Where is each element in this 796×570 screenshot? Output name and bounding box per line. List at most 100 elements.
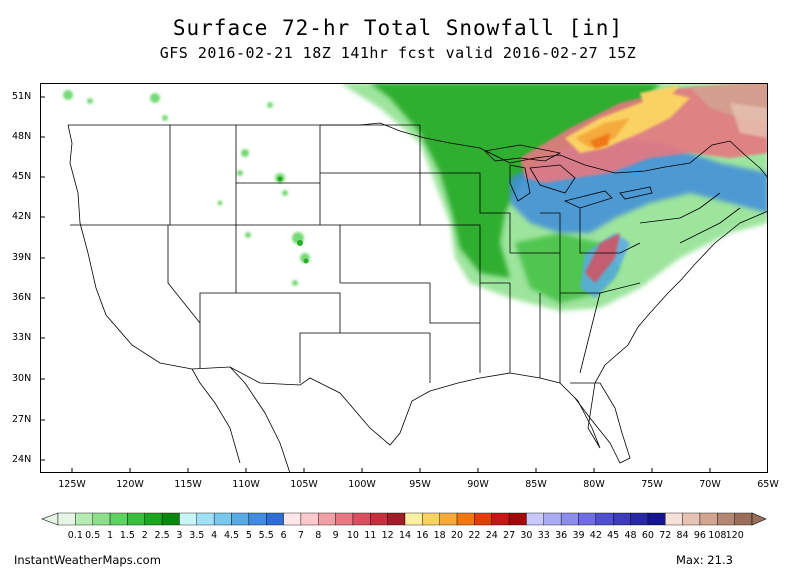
colorbar-swatch	[109, 512, 128, 526]
colorbar-swatch	[283, 512, 302, 526]
colorbar-swatch	[647, 512, 666, 526]
colorbar-swatch	[578, 512, 597, 526]
colorbar-arrow-left	[41, 512, 59, 526]
colorbar-tick-label: 12	[381, 530, 394, 541]
lon-label: 70W	[699, 479, 721, 490]
colorbar-swatch	[231, 512, 250, 526]
colorbar-swatch	[595, 512, 614, 526]
colorbar-swatch	[213, 512, 232, 526]
colorbar-swatch	[491, 512, 510, 526]
colorbar-tick-label: 5	[245, 530, 252, 541]
colorbar-swatch	[422, 512, 440, 526]
colorbar-tick-label: 24	[485, 530, 498, 541]
colorbar-swatch	[734, 512, 753, 526]
colorbar-tick-label: 9	[332, 530, 339, 541]
colorbar-swatch	[179, 512, 197, 526]
colorbar-tick-label: 60	[641, 530, 654, 541]
lat-label: 30N	[12, 373, 32, 384]
colorbar-tick-label: 108	[708, 530, 727, 541]
colorbar-swatch	[543, 512, 562, 526]
colorbar-swatch	[665, 512, 683, 526]
map-title: Surface 72-hr Total Snowfall [in]	[172, 16, 624, 40]
lat-label: 51N	[12, 91, 32, 102]
colorbar-tick-label: 3.5	[189, 530, 205, 541]
colorbar-swatch	[318, 512, 336, 526]
colorbar-swatch	[717, 512, 735, 526]
colorbar-swatch	[300, 512, 319, 526]
colorbar-tick-label: 22	[468, 530, 481, 541]
colorbar-tick-label: 4	[211, 530, 218, 541]
colorbar-tick-label: 0.5	[85, 530, 101, 541]
colorbar-swatch	[248, 512, 267, 526]
colorbar-swatch	[265, 512, 284, 526]
colorbar-arrow-right	[751, 512, 767, 526]
colorbar-swatch	[699, 512, 718, 526]
colorbar-swatch	[508, 512, 527, 526]
colorbar-swatch	[127, 512, 145, 526]
snowfall-map	[40, 83, 768, 473]
colorbar-tick-label: 1.5	[119, 530, 135, 541]
map-svg	[40, 83, 768, 473]
colorbar-swatch	[75, 512, 93, 526]
colorbar-tick-label: 120	[725, 530, 744, 541]
colorbar-swatch	[92, 512, 111, 526]
lat-label: 24N	[12, 454, 32, 465]
max-value-label: Max: 21.3	[676, 553, 733, 567]
lon-label: 75W	[641, 479, 663, 490]
colorbar-tick-label: 84	[676, 530, 689, 541]
source-credit: InstantWeatherMaps.com	[14, 553, 161, 567]
colorbar-tick-label: 2	[141, 530, 148, 541]
colorbar-tick-label: 8	[315, 530, 322, 541]
colorbar-tick-label: 14	[398, 530, 412, 541]
colorbar-swatch	[144, 512, 163, 526]
colorbar-swatch	[560, 512, 579, 526]
lon-label: 105W	[290, 479, 318, 490]
colorbar-tick-label: 42	[589, 530, 602, 541]
colorbar-swatch	[439, 512, 458, 526]
colorbar-tick-label: 16	[416, 530, 429, 541]
lat-label: 36N	[12, 292, 32, 303]
axis-ticks	[40, 96, 711, 473]
colorbar-swatch	[57, 512, 76, 526]
colorbar-tick-label: 0.1	[67, 530, 83, 541]
colorbar-tick-label: 33	[537, 530, 550, 541]
lon-label: 125W	[58, 479, 86, 490]
lat-label: 27N	[12, 414, 32, 425]
color-scale-bar	[41, 512, 767, 526]
colorbar-tick-label: 1	[107, 530, 114, 541]
colorbar-tick-label: 36	[555, 530, 568, 541]
colorbar-tick-label: 3	[176, 530, 183, 541]
colorbar-tick-label: 7	[297, 530, 304, 541]
colorbar-tick-label: 20	[451, 530, 464, 541]
colorbar-tick-label: 96	[693, 530, 706, 541]
colorbar-tick-label: 5.5	[258, 530, 274, 541]
colorbar-swatch	[352, 512, 371, 526]
colorbar-swatch	[526, 512, 545, 526]
lat-label: 39N	[12, 252, 32, 263]
colorbar-swatch	[335, 512, 354, 526]
colorbar-swatch	[196, 512, 215, 526]
colorbar-tick-label: 11	[364, 530, 377, 541]
lon-label: 85W	[525, 479, 547, 490]
lon-label: 65W	[757, 479, 779, 490]
colorbar-tick-label: 30	[520, 530, 533, 541]
lon-label: 100W	[348, 479, 376, 490]
lon-label: 90W	[467, 479, 489, 490]
lat-label: 48N	[12, 131, 32, 142]
colorbar-swatch	[682, 512, 701, 526]
colorbar-tick-label: 4.5	[223, 530, 240, 541]
colorbar-tick-label: 48	[624, 530, 637, 541]
lon-label: 115W	[174, 479, 202, 490]
colorbar-swatch	[161, 512, 180, 526]
colorbar-swatch	[370, 512, 388, 526]
colorbar-tick-label: 6	[280, 530, 287, 541]
lat-label: 42N	[12, 211, 32, 222]
lon-label: 110W	[232, 479, 260, 490]
colorbar-tick-label: 18	[433, 530, 446, 541]
colorbar-tick-label: 2.5	[154, 530, 170, 541]
colorbar-swatch	[456, 512, 475, 526]
lat-label: 45N	[12, 171, 32, 182]
colorbar-swatch	[474, 512, 492, 526]
colorbar-swatch	[613, 512, 631, 526]
lon-label: 80W	[583, 479, 605, 490]
